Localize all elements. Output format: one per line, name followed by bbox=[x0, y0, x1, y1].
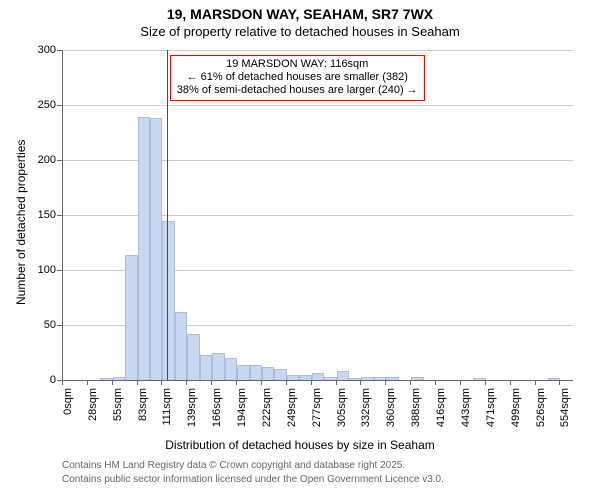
histogram-bar bbox=[237, 365, 249, 380]
x-tick bbox=[137, 380, 138, 385]
histogram-bar bbox=[262, 367, 274, 380]
x-tick-label: 139sqm bbox=[186, 388, 198, 438]
x-tick bbox=[510, 380, 511, 385]
x-tick-label: 249sqm bbox=[286, 388, 298, 438]
histogram-bar bbox=[138, 117, 150, 380]
histogram-bar bbox=[312, 373, 324, 380]
histogram-bar bbox=[411, 377, 423, 380]
x-tick-label: 222sqm bbox=[261, 388, 273, 438]
histogram-bar bbox=[361, 377, 373, 380]
x-tick bbox=[186, 380, 187, 385]
y-tick-label: 250 bbox=[28, 99, 56, 111]
x-tick-label: 28sqm bbox=[87, 388, 99, 438]
y-tick bbox=[57, 160, 62, 161]
x-tick-label: 305sqm bbox=[336, 388, 348, 438]
attribution-line-1: Contains HM Land Registry data © Crown c… bbox=[62, 460, 405, 471]
x-tick bbox=[485, 380, 486, 385]
histogram-bar bbox=[200, 355, 212, 380]
x-tick bbox=[336, 380, 337, 385]
x-tick-label: 111sqm bbox=[161, 388, 173, 438]
x-tick-label: 554sqm bbox=[559, 388, 571, 438]
x-tick-label: 471sqm bbox=[485, 388, 497, 438]
x-tick bbox=[410, 380, 411, 385]
histogram-bar bbox=[337, 371, 349, 380]
x-tick-label: 0sqm bbox=[62, 388, 74, 438]
x-tick bbox=[559, 380, 560, 385]
x-axis-label: Distribution of detached houses by size … bbox=[0, 438, 600, 452]
annotation-line-1: 19 MARSDON WAY: 116sqm bbox=[177, 58, 418, 71]
x-tick bbox=[87, 380, 88, 385]
x-tick-label: 499sqm bbox=[510, 388, 522, 438]
histogram-bar bbox=[287, 375, 299, 381]
histogram-bar bbox=[150, 118, 162, 380]
x-tick bbox=[385, 380, 386, 385]
y-tick bbox=[57, 215, 62, 216]
y-tick bbox=[57, 105, 62, 106]
y-tick-label: 50 bbox=[28, 319, 56, 331]
y-axis-label: Number of detached properties bbox=[14, 140, 28, 305]
histogram-bar bbox=[274, 369, 286, 380]
reference-line bbox=[167, 50, 168, 380]
x-tick-label: 83sqm bbox=[137, 388, 149, 438]
x-tick-label: 166sqm bbox=[211, 388, 223, 438]
attribution-line-2: Contains public sector information licen… bbox=[62, 474, 444, 485]
gridline bbox=[63, 50, 573, 51]
histogram-bar bbox=[225, 358, 237, 380]
y-tick bbox=[57, 50, 62, 51]
y-tick-label: 150 bbox=[28, 209, 56, 221]
x-tick bbox=[236, 380, 237, 385]
annotation-line-2: ← 61% of detached houses are smaller (38… bbox=[177, 71, 418, 84]
x-tick-label: 360sqm bbox=[385, 388, 397, 438]
x-tick bbox=[211, 380, 212, 385]
x-tick bbox=[311, 380, 312, 385]
histogram-bar bbox=[162, 221, 174, 381]
x-tick bbox=[360, 380, 361, 385]
x-tick-label: 277sqm bbox=[311, 388, 323, 438]
x-tick bbox=[535, 380, 536, 385]
x-tick bbox=[286, 380, 287, 385]
x-tick-label: 443sqm bbox=[460, 388, 472, 438]
x-tick bbox=[460, 380, 461, 385]
histogram-bar bbox=[113, 377, 125, 380]
histogram-bar bbox=[212, 353, 224, 381]
y-tick-label: 200 bbox=[28, 154, 56, 166]
x-tick-label: 332sqm bbox=[360, 388, 372, 438]
y-tick bbox=[57, 270, 62, 271]
histogram-bar bbox=[175, 312, 187, 380]
gridline bbox=[63, 105, 573, 106]
x-tick-label: 55sqm bbox=[112, 388, 124, 438]
histogram-bar bbox=[125, 255, 137, 380]
chart-container: 19, MARSDON WAY, SEAHAM, SR7 7WX Size of… bbox=[0, 0, 600, 500]
annotation-line-3: 38% of semi-detached houses are larger (… bbox=[177, 84, 418, 97]
histogram-bar bbox=[187, 334, 199, 380]
y-tick-label: 100 bbox=[28, 264, 56, 276]
x-tick bbox=[112, 380, 113, 385]
x-tick bbox=[435, 380, 436, 385]
annotation-box: 19 MARSDON WAY: 116sqm← 61% of detached … bbox=[170, 55, 425, 101]
x-tick-label: 526sqm bbox=[535, 388, 547, 438]
y-tick bbox=[57, 325, 62, 326]
x-tick bbox=[62, 380, 63, 385]
histogram-bar bbox=[386, 377, 398, 380]
x-tick-label: 194sqm bbox=[236, 388, 248, 438]
x-tick bbox=[261, 380, 262, 385]
histogram-bar bbox=[250, 365, 262, 380]
plot-area: 19 MARSDON WAY: 116sqm← 61% of detached … bbox=[62, 50, 573, 381]
x-tick-label: 416sqm bbox=[435, 388, 447, 438]
chart-title: 19, MARSDON WAY, SEAHAM, SR7 7WX bbox=[0, 6, 600, 22]
x-tick-label: 388sqm bbox=[410, 388, 422, 438]
y-tick-label: 300 bbox=[28, 44, 56, 56]
chart-subtitle: Size of property relative to detached ho… bbox=[0, 24, 600, 39]
x-tick bbox=[161, 380, 162, 385]
y-tick-label: 0 bbox=[28, 374, 56, 386]
